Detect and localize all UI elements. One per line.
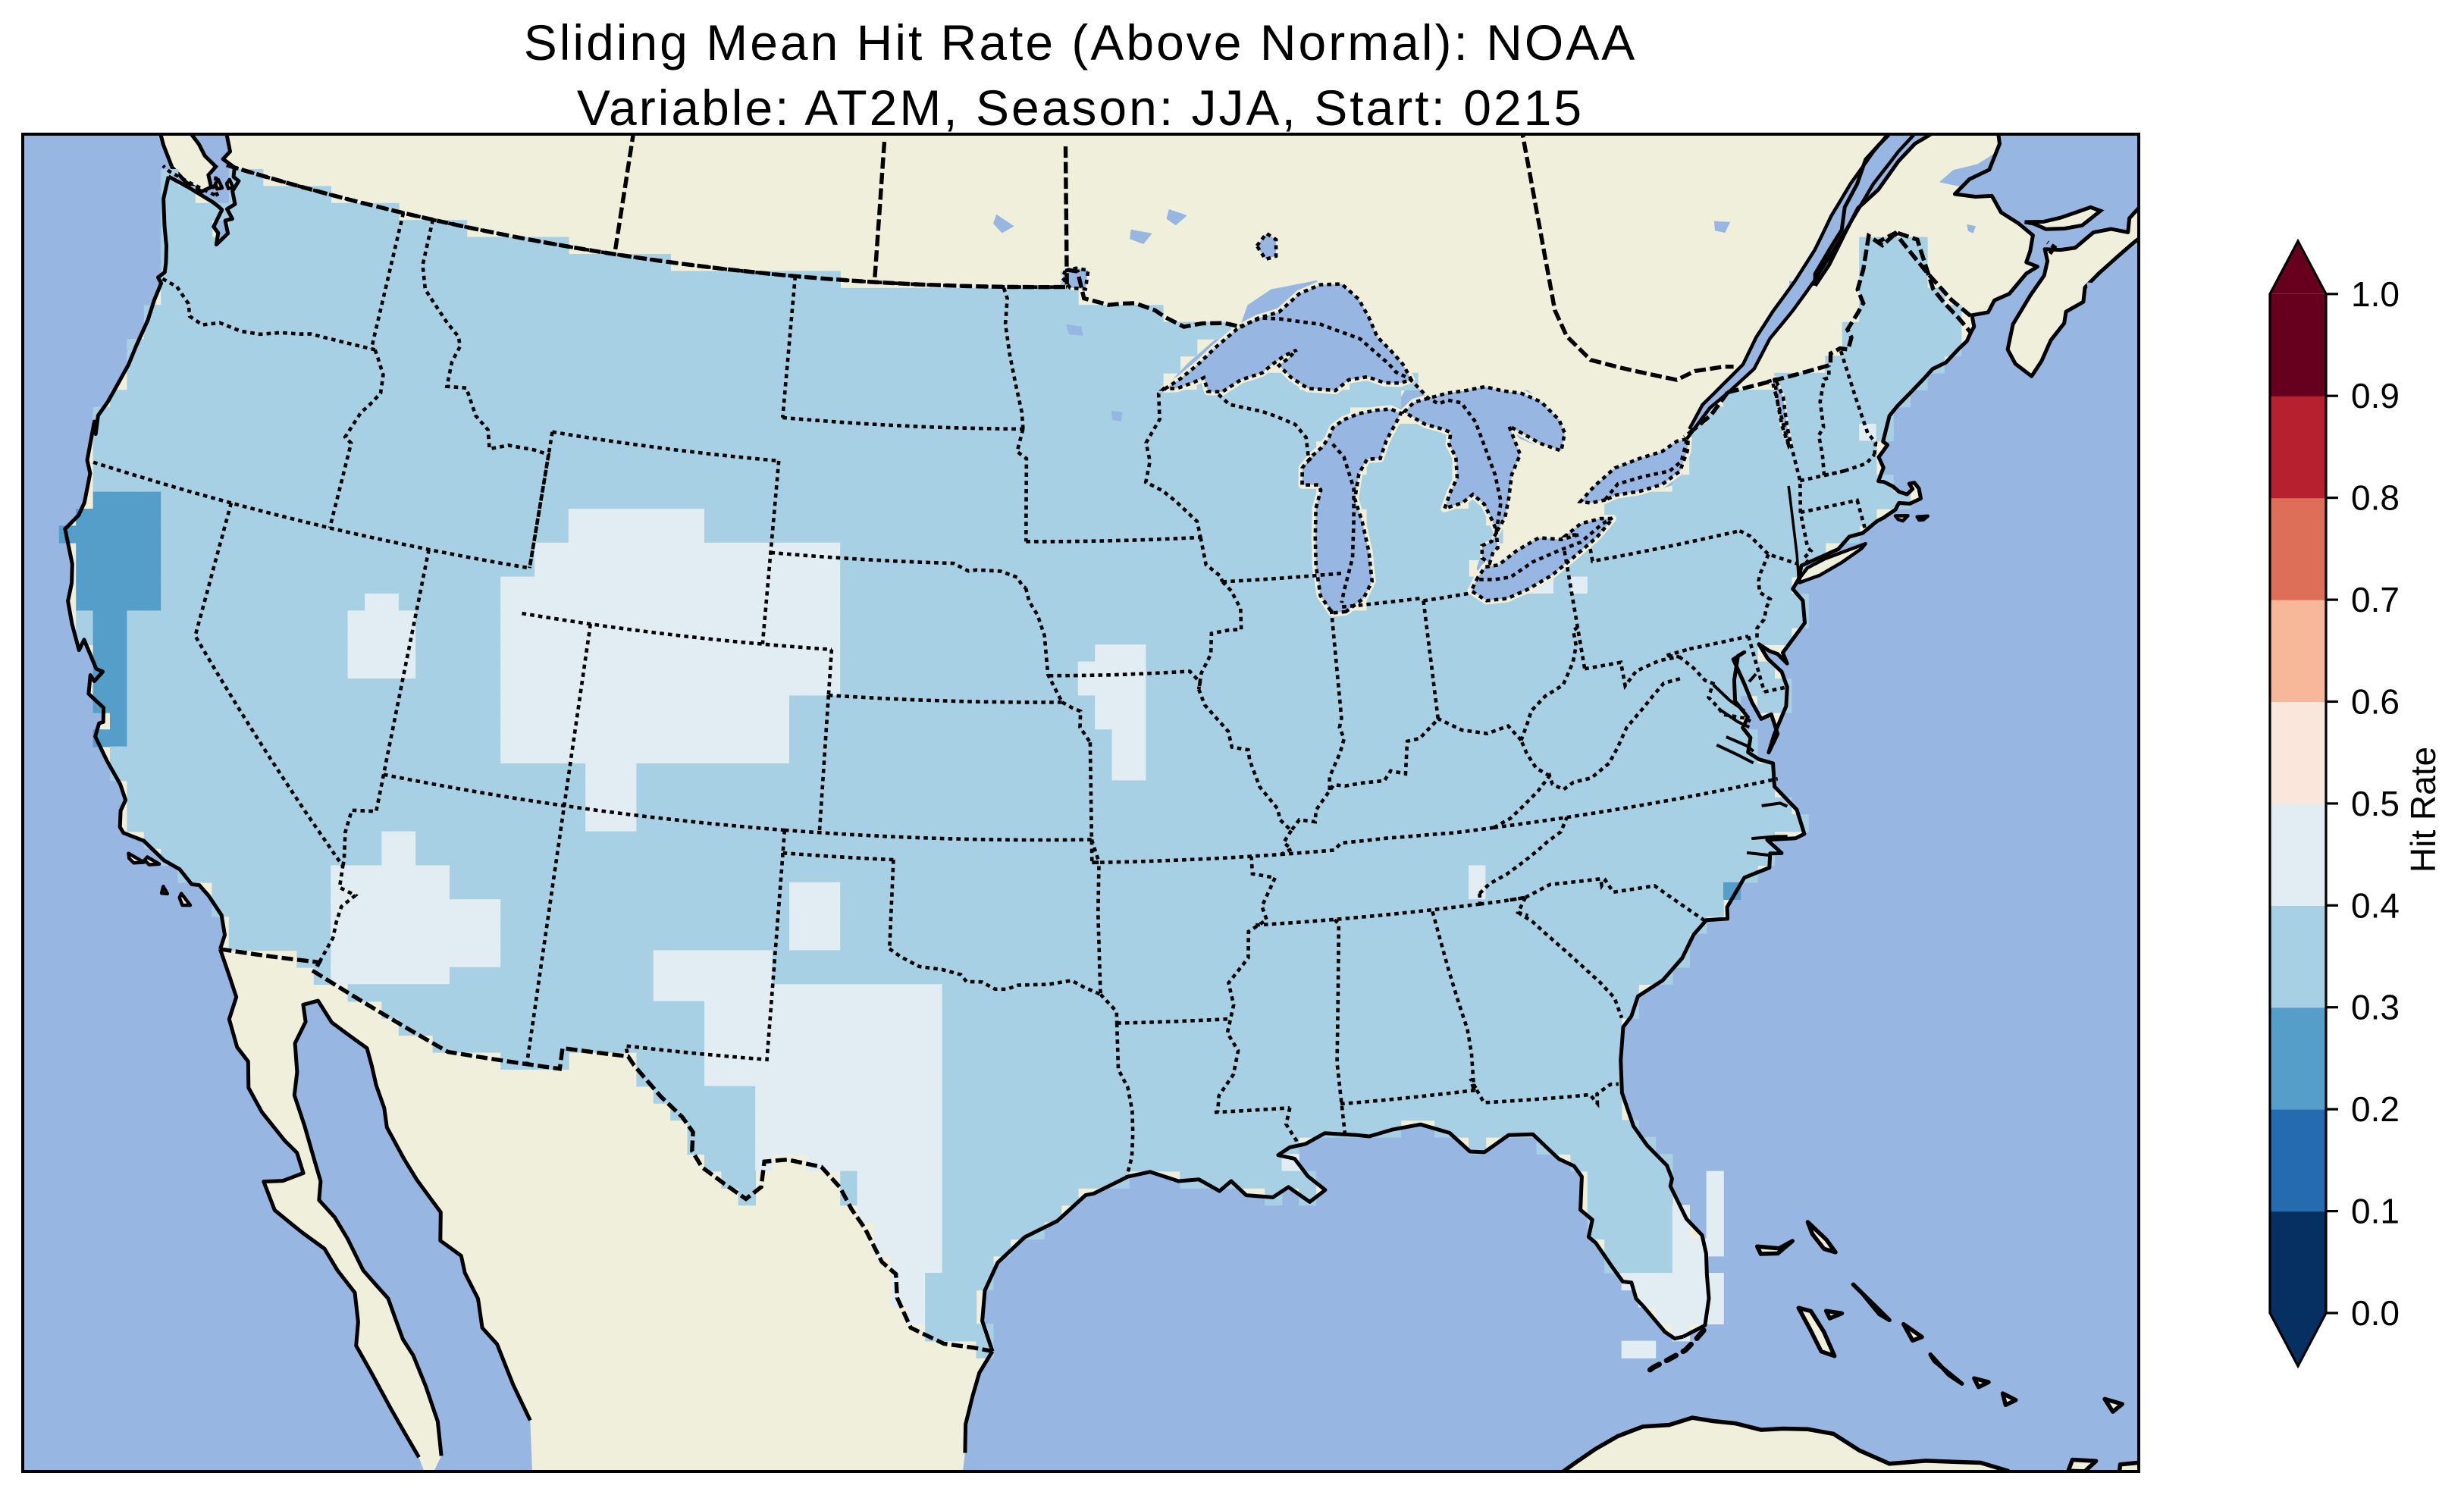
svg-text:Hit Rate: Hit Rate bbox=[2403, 747, 2443, 873]
svg-text:0.4: 0.4 bbox=[2351, 885, 2400, 925]
svg-text:0.8: 0.8 bbox=[2351, 478, 2400, 518]
svg-text:0.1: 0.1 bbox=[2351, 1192, 2400, 1231]
svg-text:1.0: 1.0 bbox=[2351, 274, 2400, 314]
svg-text:Variable: AT2M, Season: JJA, S: Variable: AT2M, Season: JJA, Start: 0215 bbox=[577, 80, 1584, 136]
svg-text:0.0: 0.0 bbox=[2351, 1293, 2400, 1333]
svg-text:0.5: 0.5 bbox=[2351, 784, 2400, 823]
svg-text:0.7: 0.7 bbox=[2351, 580, 2400, 619]
svg-text:Sliding Mean Hit Rate (Above N: Sliding Mean Hit Rate (Above Normal): NO… bbox=[524, 14, 1638, 71]
svg-text:0.6: 0.6 bbox=[2351, 682, 2400, 722]
svg-text:0.3: 0.3 bbox=[2351, 988, 2400, 1027]
svg-text:0.2: 0.2 bbox=[2351, 1089, 2400, 1129]
svg-text:0.9: 0.9 bbox=[2351, 376, 2400, 415]
